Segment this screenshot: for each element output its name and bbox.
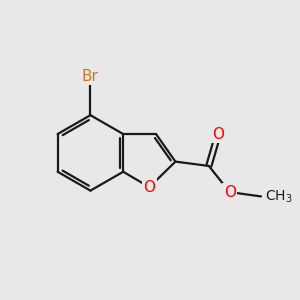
Text: Br: Br	[82, 68, 99, 83]
Text: O: O	[224, 184, 236, 200]
Text: O: O	[143, 180, 155, 195]
Text: O: O	[212, 127, 224, 142]
Text: CH$_3$: CH$_3$	[265, 188, 292, 205]
